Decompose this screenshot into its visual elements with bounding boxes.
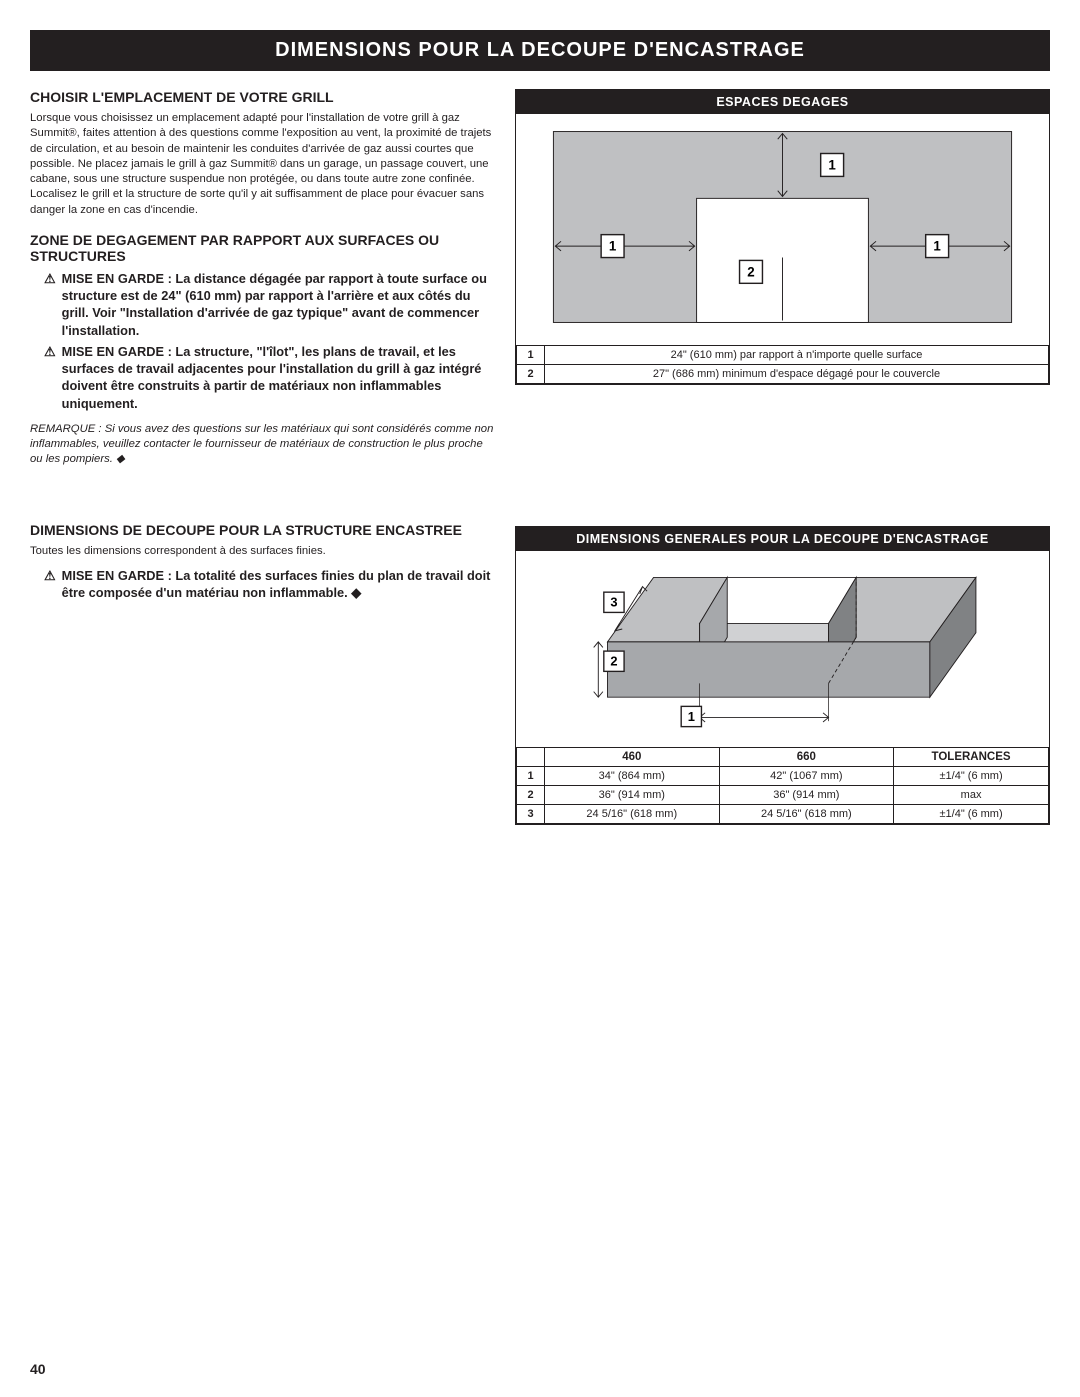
table-row: 1 24" (610 mm) par rapport à n'importe q… [517, 346, 1049, 365]
table-header-460: 460 [545, 747, 720, 766]
figure-cutout: DIMENSIONS GENERALES POUR LA DECOUPE D'E… [515, 526, 1050, 825]
section-1: CHOISIR L'EMPLACEMENT DE VOTRE GRILL Lor… [30, 89, 1050, 468]
warning-icon: ⚠ [44, 270, 56, 339]
table-key: 3 [517, 804, 545, 823]
table-cell: 24 5/16" (618 mm) [719, 804, 894, 823]
diagram-clearance: 1 1 1 2 [516, 114, 1049, 345]
svg-text:1: 1 [828, 157, 836, 172]
svg-text:2: 2 [747, 264, 754, 279]
page: DIMENSIONS POUR LA DECOUPE D'ENCASTRAGE … [0, 0, 1080, 845]
table-cell: ±1/4" (6 mm) [894, 804, 1049, 823]
section-1-left: CHOISIR L'EMPLACEMENT DE VOTRE GRILL Lor… [30, 89, 495, 468]
warning-icon: ⚠ [44, 343, 56, 412]
warning-text: MISE EN GARDE : La structure, "l'îlot", … [62, 343, 495, 412]
table-val: 24" (610 mm) par rapport à n'importe que… [545, 346, 1049, 365]
table-key: 1 [517, 766, 545, 785]
table-val: 27" (686 mm) minimum d'espace dégagé pou… [545, 365, 1049, 384]
table-key: 2 [517, 785, 545, 804]
heading-clearance: ZONE DE DEGAGEMENT PAR RAPPORT AUX SURFA… [30, 232, 495, 264]
table-header-660: 660 [719, 747, 894, 766]
warning-text: MISE EN GARDE : La distance dégagée par … [62, 270, 495, 339]
clearance-table: 1 24" (610 mm) par rapport à n'importe q… [516, 345, 1049, 384]
warning-icon: ⚠ [44, 567, 56, 602]
svg-text:1: 1 [609, 239, 617, 254]
page-number: 40 [30, 1361, 46, 1377]
table-cell: 24 5/16" (618 mm) [545, 804, 720, 823]
diagram-cutout: 1 2 3 [516, 551, 1049, 747]
note-text: REMARQUE : Si vous avez des questions su… [30, 422, 495, 468]
heading-cutout: DIMENSIONS DE DECOUPE POUR LA STRUCTURE … [30, 522, 495, 538]
warning-text: MISE EN GARDE : La totalité des surfaces… [62, 567, 495, 602]
section-1-right: ESPACES DEGAGES [515, 89, 1050, 468]
warning-item: ⚠ MISE EN GARDE : La totalité des surfac… [30, 567, 495, 602]
paragraph-choose: Lorsque vous choisissez un emplacement a… [30, 111, 495, 218]
warning-item: ⚠ MISE EN GARDE : La distance dégagée pa… [30, 270, 495, 339]
panel-title-cutout: DIMENSIONS GENERALES POUR LA DECOUPE D'E… [516, 527, 1049, 551]
table-header-tol: TOLERANCES [894, 747, 1049, 766]
table-cell: ±1/4" (6 mm) [894, 766, 1049, 785]
warning-item: ⚠ MISE EN GARDE : La structure, "l'îlot"… [30, 343, 495, 412]
table-row: 2 27" (686 mm) minimum d'espace dégagé p… [517, 365, 1049, 384]
warning-list-2: ⚠ MISE EN GARDE : La totalité des surfac… [30, 567, 495, 602]
table-row: 3 24 5/16" (618 mm) 24 5/16" (618 mm) ±1… [517, 804, 1049, 823]
heading-choose: CHOISIR L'EMPLACEMENT DE VOTRE GRILL [30, 89, 495, 105]
table-cell: 36" (914 mm) [545, 785, 720, 804]
svg-text:2: 2 [610, 653, 617, 668]
section-2-left: DIMENSIONS DE DECOUPE POUR LA STRUCTURE … [30, 522, 495, 825]
page-title-bar: DIMENSIONS POUR LA DECOUPE D'ENCASTRAGE [30, 30, 1050, 71]
section-2-right: DIMENSIONS GENERALES POUR LA DECOUPE D'E… [515, 526, 1050, 825]
svg-text:3: 3 [610, 594, 617, 609]
table-cell: max [894, 785, 1049, 804]
table-cell: 42" (1067 mm) [719, 766, 894, 785]
table-header-row: 460 660 TOLERANCES [517, 747, 1049, 766]
svg-text:1: 1 [688, 708, 695, 723]
page-title: DIMENSIONS POUR LA DECOUPE D'ENCASTRAGE [275, 39, 805, 61]
table-key: 1 [517, 346, 545, 365]
panel-title-clearance: ESPACES DEGAGES [516, 90, 1049, 114]
section-2: DIMENSIONS DE DECOUPE POUR LA STRUCTURE … [30, 468, 1050, 825]
cutout-dimension-table: 460 660 TOLERANCES 1 34" (864 mm) 42" (1… [516, 747, 1049, 824]
figure-clearance: ESPACES DEGAGES [515, 89, 1050, 385]
table-cell: 36" (914 mm) [719, 785, 894, 804]
table-key: 2 [517, 365, 545, 384]
table-row: 1 34" (864 mm) 42" (1067 mm) ±1/4" (6 mm… [517, 766, 1049, 785]
svg-text:1: 1 [933, 239, 941, 254]
table-row: 2 36" (914 mm) 36" (914 mm) max [517, 785, 1049, 804]
table-cell: 34" (864 mm) [545, 766, 720, 785]
paragraph-cutout: Toutes les dimensions correspondent à de… [30, 544, 495, 559]
warning-list-1: ⚠ MISE EN GARDE : La distance dégagée pa… [30, 270, 495, 412]
table-header-blank [517, 747, 545, 766]
